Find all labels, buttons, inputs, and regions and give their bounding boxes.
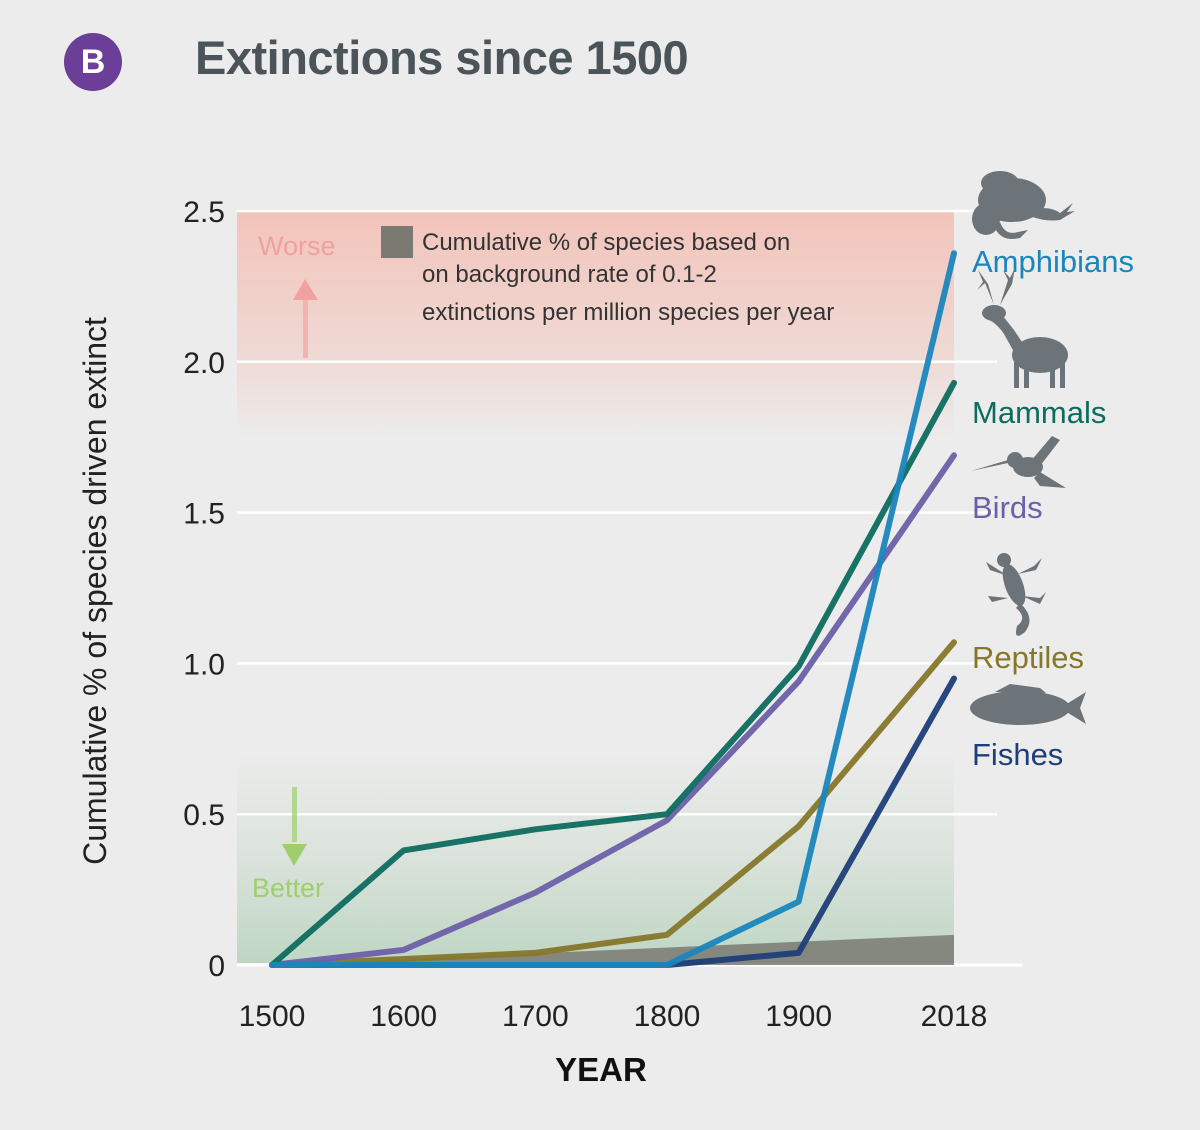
section-badge: B	[64, 33, 122, 91]
series-label-fishes: Fishes	[972, 737, 1063, 772]
series-label-birds: Birds	[972, 490, 1043, 525]
x-tick-label: 1500	[239, 1000, 306, 1033]
up-arrow-icon	[293, 279, 318, 358]
y-tick-label: 2.0	[183, 347, 225, 380]
x-tick-label: 2018	[921, 1000, 988, 1033]
series-line-amphibians	[269, 250, 957, 968]
x-tick-label: 1700	[502, 1000, 569, 1033]
chart-title: Extinctions since 1500	[195, 31, 689, 84]
gecko-icon	[986, 553, 1046, 636]
y-tick-label: 0	[208, 950, 225, 983]
hummingbird-icon	[971, 436, 1066, 488]
down-arrow-icon	[282, 787, 307, 866]
x-tick-label: 1600	[370, 1000, 437, 1033]
fish-icon	[970, 684, 1086, 725]
y-tick-label: 1.0	[183, 648, 225, 681]
x-tick-label: 1800	[634, 1000, 701, 1033]
worse-zone	[237, 211, 954, 439]
worse-label: Worse	[258, 231, 336, 261]
better-label: Better	[252, 873, 324, 903]
y-tick-label: 2.5	[183, 196, 225, 229]
background-rate-legend-swatch	[381, 226, 413, 258]
x-axis-label: YEAR	[555, 1051, 647, 1088]
y-tick-label: 1.5	[183, 498, 225, 531]
frog-icon	[972, 171, 1075, 239]
series-label-reptiles: Reptiles	[972, 640, 1084, 675]
background-rate-legend-line1: Cumulative % of species based on	[422, 229, 790, 256]
background-rate-legend-line2: on background rate of 0.1-2	[422, 261, 717, 288]
series-label-mammals: Mammals	[972, 395, 1106, 430]
background-rate-legend-line3: extinctions per million species per year	[422, 299, 834, 326]
better-zone	[237, 748, 954, 963]
series-line-birds	[269, 452, 957, 968]
x-tick-label: 1900	[765, 1000, 832, 1033]
deer-icon	[977, 268, 1068, 388]
y-axis-label: Cumulative % of species driven extinct	[77, 317, 113, 865]
y-tick-label: 0.5	[183, 799, 225, 832]
series-label-amphibians: Amphibians	[972, 244, 1134, 279]
series-line-mammals	[269, 379, 957, 968]
